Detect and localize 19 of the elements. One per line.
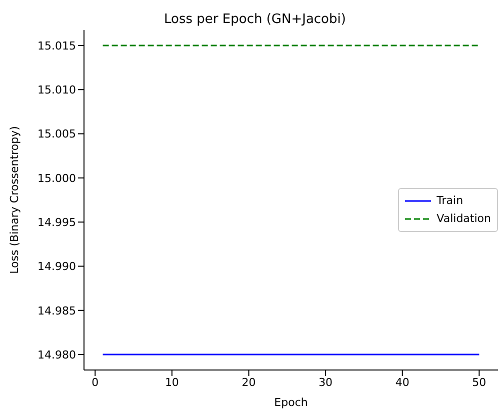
- x-tick-label: 40: [395, 376, 410, 389]
- chart-title: Loss per Epoch (GN+Jacobi): [163, 12, 347, 27]
- y-tick-label: 15.015: [38, 39, 76, 52]
- y-tick-label: 14.990: [38, 260, 76, 274]
- y-tick-label: 15.000: [38, 172, 76, 185]
- x-tick-label: 0: [92, 376, 99, 389]
- x-tick-label: 10: [164, 376, 179, 389]
- y-tick-label: 14.995: [38, 216, 76, 229]
- y-tick-label: 15.005: [38, 128, 76, 141]
- y-axis-title: Loss (Binary Crossentropy): [8, 126, 21, 274]
- y-tick-label: 14.985: [38, 304, 76, 318]
- legend-label: Validation: [436, 211, 491, 227]
- x-tick-label: 20: [242, 376, 256, 389]
- x-tick-label: 30: [318, 376, 333, 389]
- y-tick-label: 14.980: [38, 348, 76, 362]
- legend-label: Train: [436, 193, 464, 209]
- x-tick-label: 50: [472, 376, 486, 389]
- y-tick-label: 15.010: [38, 84, 76, 97]
- x-axis-title: Epoch: [274, 396, 308, 409]
